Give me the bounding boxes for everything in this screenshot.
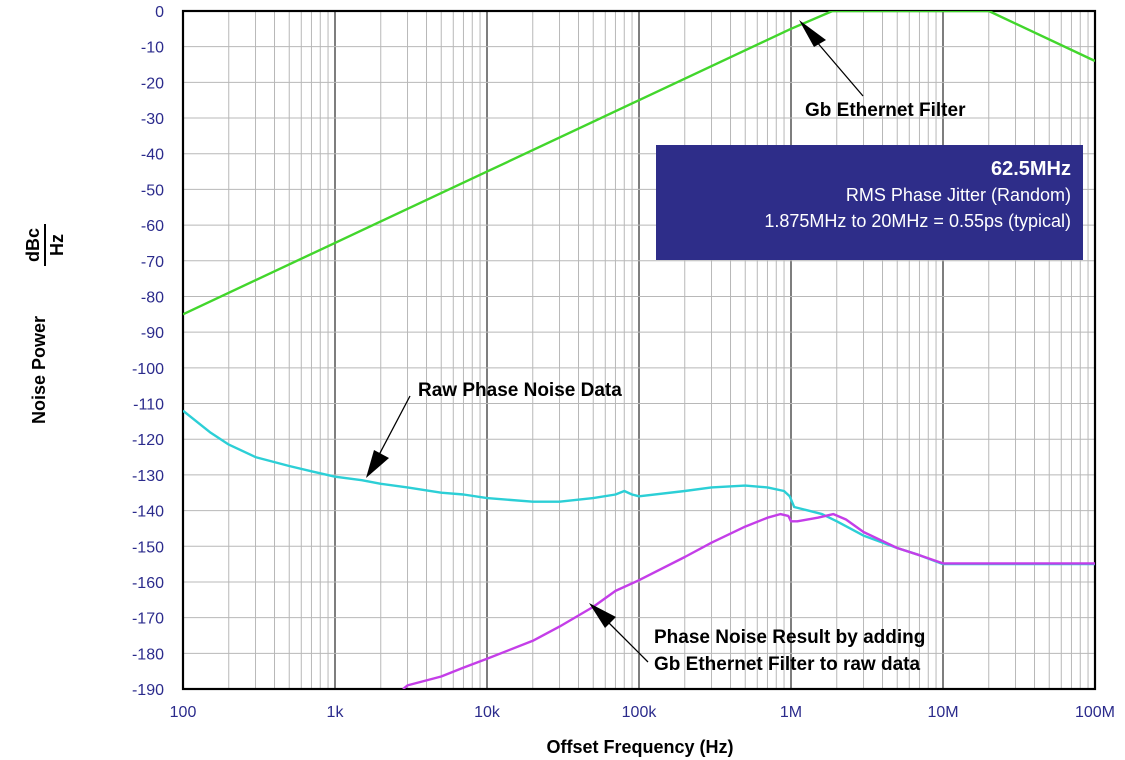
x-tick-labels: 100 1k 10k 100k 1M 10M 100M bbox=[170, 704, 1115, 721]
y-tick-label: -150 bbox=[132, 539, 164, 556]
series-line-0 bbox=[183, 11, 1095, 316]
annotation-raw-data: Raw Phase Noise Data bbox=[418, 380, 622, 401]
jitter-info-box: 62.5MHz RMS Phase Jitter (Random) 1.875M… bbox=[656, 145, 1083, 260]
plot-frame bbox=[181, 9, 1097, 691]
y-tick-label: -50 bbox=[141, 182, 164, 199]
x-tick-label: 1k bbox=[327, 704, 345, 721]
y-tick-label: -60 bbox=[141, 218, 164, 235]
x-axis-title: Offset Frequency (Hz) bbox=[546, 737, 733, 757]
raw-data-arrowhead bbox=[366, 450, 389, 478]
info-box-title: 62.5MHz bbox=[990, 158, 1071, 180]
y-tick-label: -190 bbox=[132, 682, 164, 699]
y-tick-label: -180 bbox=[132, 646, 164, 663]
y-tick-label: 0 bbox=[155, 4, 164, 21]
y-tick-label: -90 bbox=[141, 325, 164, 342]
x-axis-title-text: Offset Frequency (Hz) bbox=[546, 737, 733, 757]
y-axis-title: Noise Power dBc Hz bbox=[23, 224, 67, 424]
y-axis-unit-numerator: dBc bbox=[23, 228, 43, 262]
series-line-1 bbox=[183, 409, 1095, 566]
gb-filter-arrowhead bbox=[799, 20, 826, 47]
x-tick-label: 100 bbox=[170, 704, 197, 721]
y-tick-label: -110 bbox=[133, 397, 164, 414]
y-tick-label: -130 bbox=[132, 468, 164, 485]
y-tick-labels: 0 -10 -20 -30 -40 -50 -60 -70 -80 -90 -100 -110 -120… bbox=[132, 4, 164, 699]
info-box-line2: RMS Phase Jitter (Random) bbox=[845, 185, 1071, 205]
y-tick-label: -140 bbox=[132, 504, 164, 521]
result-arrowhead bbox=[589, 603, 616, 628]
series-line-2 bbox=[402, 512, 1095, 689]
annotation-result-line1: Phase Noise Result by adding bbox=[654, 627, 925, 648]
x-tick-label: 100k bbox=[622, 704, 658, 721]
y-tick-label: -100 bbox=[132, 361, 164, 378]
annotation-gb-filter: Gb Ethernet Filter bbox=[805, 100, 966, 121]
annotation-arrows bbox=[366, 20, 864, 663]
y-axis-title-text: Noise Power bbox=[29, 316, 49, 424]
y-tick-label: -80 bbox=[141, 289, 164, 306]
y-tick-label: -70 bbox=[141, 254, 164, 271]
y-axis-unit-denominator: Hz bbox=[47, 234, 67, 256]
info-box-line3: 1.875MHz to 20MHz = 0.55ps (typical) bbox=[764, 211, 1071, 231]
y-tick-label: -10 bbox=[141, 40, 164, 57]
x-tick-label: 10M bbox=[927, 704, 958, 721]
grid bbox=[183, 10, 1095, 690]
y-tick-label: -40 bbox=[141, 147, 164, 164]
x-tick-label: 100M bbox=[1075, 704, 1115, 721]
plot-border bbox=[181, 9, 1097, 691]
x-tick-label: 10k bbox=[474, 704, 501, 721]
data-series bbox=[183, 11, 1095, 689]
y-tick-label: -20 bbox=[141, 75, 164, 92]
x-tick-label: 1M bbox=[780, 704, 802, 721]
y-tick-label: -170 bbox=[132, 611, 164, 628]
y-tick-label: -30 bbox=[141, 111, 164, 128]
y-tick-label: -120 bbox=[132, 432, 164, 449]
annotation-result-line2: Gb Ethernet Filter to raw data bbox=[654, 654, 920, 675]
y-tick-label: -160 bbox=[132, 575, 164, 592]
